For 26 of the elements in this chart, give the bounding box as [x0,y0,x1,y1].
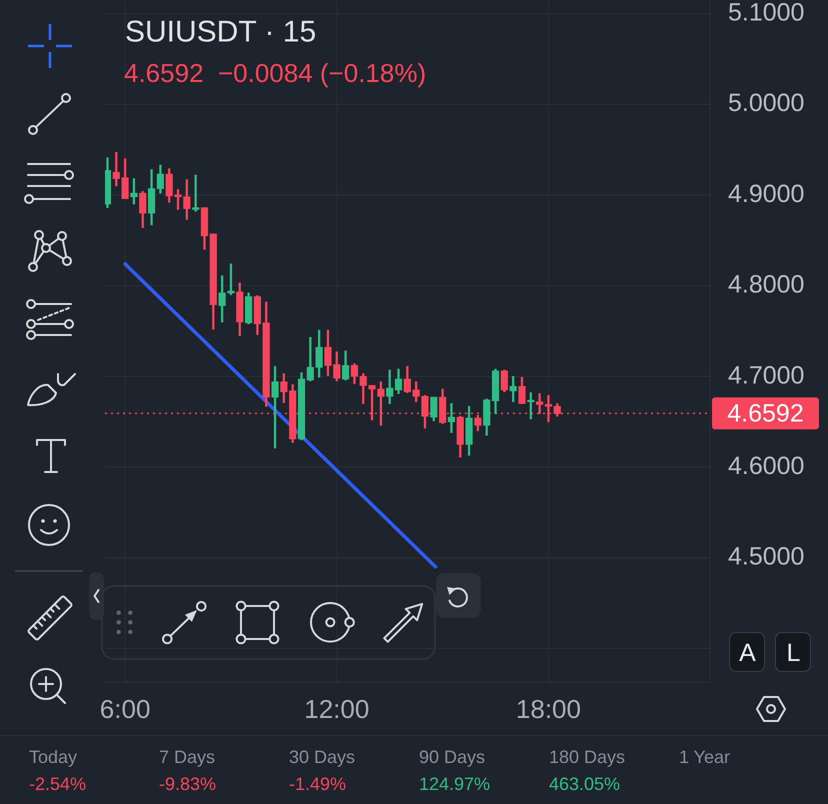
text: 180 Days [549,746,626,768]
text: SUIUSDT · 15 [125,15,316,48]
text: 1 Year [679,746,730,768]
x-tick-label: 6:00 [100,694,150,724]
text: 90 Days [419,746,486,768]
text: -2.54% [29,773,86,795]
y-tick-label: 5.1000 [728,0,804,26]
y-tick-label: 4.6000 [728,452,804,480]
y-tick-label: 4.5000 [728,542,804,571]
text: -1.49% [289,773,346,795]
text: 124.97% [419,773,490,795]
text: 7 Days [159,746,216,768]
ref-line-label: 4.6592 [727,399,804,428]
candlestick [527,392,534,420]
y-tick-label: 4.9000 [728,180,804,208]
text: 30 Days [289,746,356,768]
y-tick-label: 5.0000 [728,89,804,118]
text: 463.05% [549,773,620,795]
text: 4.6592 −0.0084 (−0.18%) [124,58,426,88]
y-tick-label: 4.7000 [728,361,804,390]
x-tick-label: 18:00 [516,694,581,724]
text: -9.83% [159,773,216,795]
candlestick [192,174,200,212]
text: Today [29,746,78,768]
y-tick-label: 4.8000 [728,270,804,299]
x-tick-label: 12:00 [304,694,370,724]
